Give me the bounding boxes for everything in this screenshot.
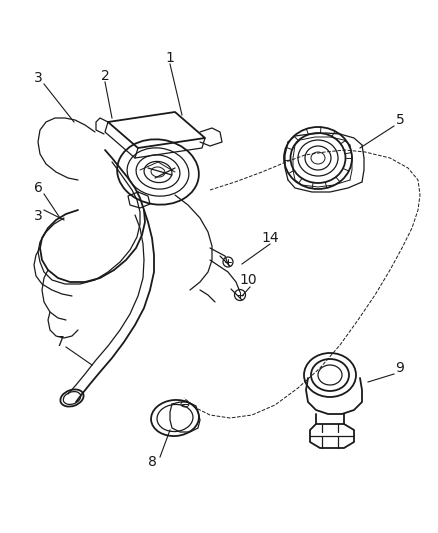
Text: 3: 3 (34, 209, 42, 223)
Text: 1: 1 (166, 51, 174, 65)
Text: 9: 9 (396, 361, 404, 375)
Text: 5: 5 (396, 113, 404, 127)
Text: 14: 14 (261, 231, 279, 245)
Text: 6: 6 (34, 181, 42, 195)
Text: 8: 8 (148, 455, 156, 469)
Text: 7: 7 (56, 335, 64, 349)
Text: 10: 10 (239, 273, 257, 287)
Text: 2: 2 (101, 69, 110, 83)
Text: 3: 3 (34, 71, 42, 85)
